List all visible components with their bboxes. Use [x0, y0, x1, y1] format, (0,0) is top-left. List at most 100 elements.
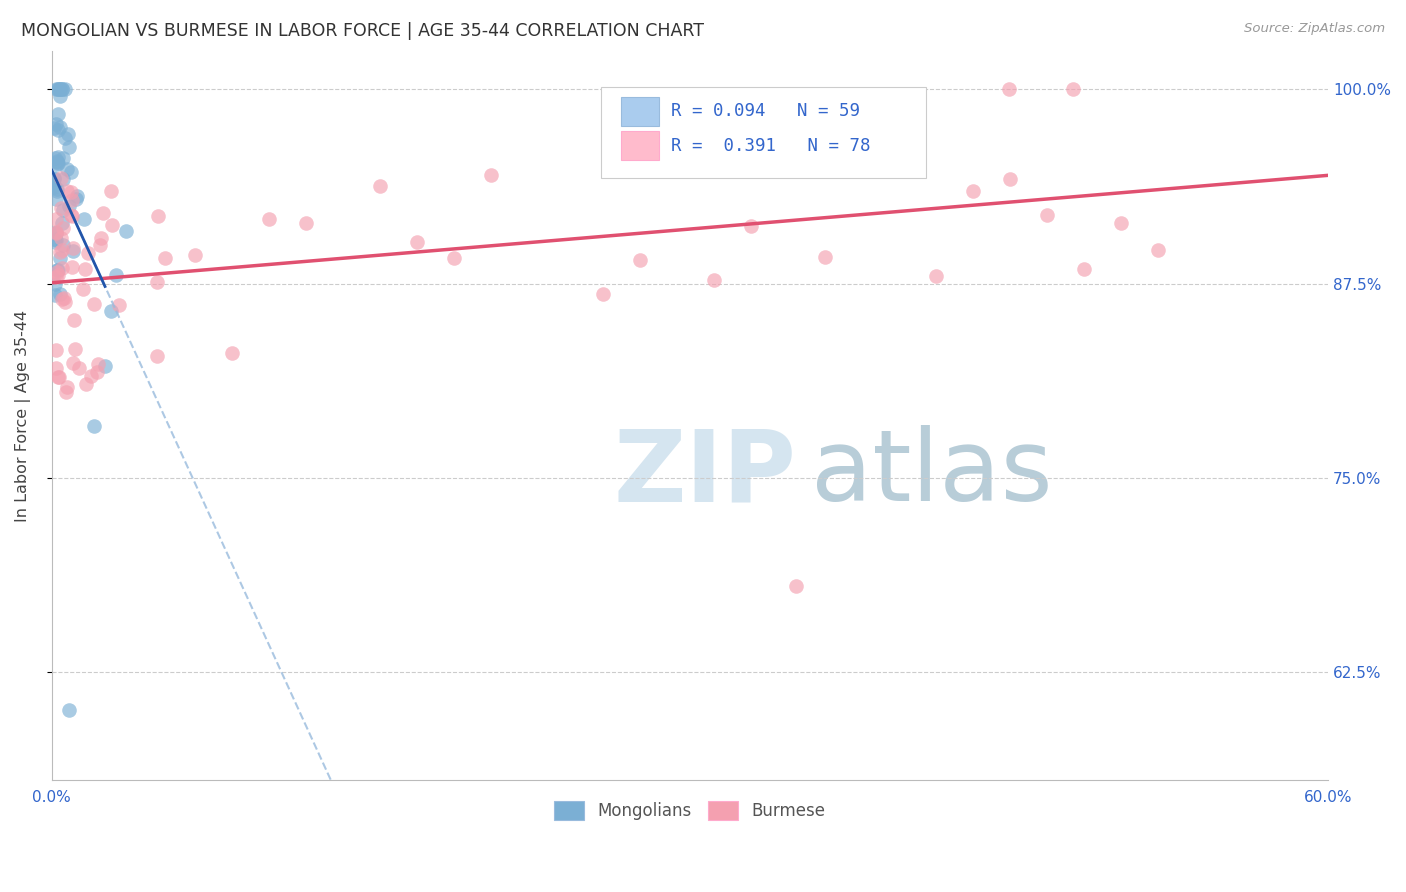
Point [59, 165, 82, 179]
Point [46, 82, 69, 96]
Point [46, 106, 69, 120]
Point [56, 380, 79, 394]
Text: R = 0.094   N = 59: R = 0.094 N = 59 [671, 103, 860, 120]
Point [628, 252, 651, 267]
Point [51, 260, 73, 275]
Point [58, 140, 80, 154]
Point [48, 369, 70, 384]
Point [115, 224, 138, 238]
Point [45, 225, 67, 239]
Point [56, 127, 79, 141]
Point [665, 135, 688, 149]
Text: Source: ZipAtlas.com: Source: ZipAtlas.com [1244, 22, 1385, 36]
Point [44, 277, 66, 292]
Point [184, 247, 207, 261]
Point [45, 226, 67, 240]
Point [87, 357, 110, 371]
Point [925, 269, 948, 284]
Point [259, 211, 281, 226]
Point [51, 216, 73, 230]
Point [145, 275, 167, 289]
Point [740, 219, 762, 234]
Point [63, 312, 86, 326]
Point [75, 262, 97, 277]
Point [55, 162, 77, 177]
Point [56, 184, 79, 198]
Y-axis label: In Labor Force | Age 35-44: In Labor Force | Age 35-44 [15, 310, 31, 522]
Point [406, 235, 429, 249]
Point [45, 154, 67, 169]
Point [49, 231, 72, 245]
Point [62, 356, 84, 370]
Point [785, 579, 807, 593]
Point [962, 184, 984, 198]
Point [46, 156, 69, 170]
Point [89, 238, 111, 252]
Point [79, 369, 101, 384]
Point [59, 208, 82, 222]
Point [45, 82, 67, 96]
Point [42, 121, 65, 136]
Point [46, 82, 69, 96]
Point [1109, 216, 1132, 230]
Point [100, 304, 122, 318]
Point [45, 226, 67, 240]
Point [146, 349, 169, 363]
Point [58, 703, 80, 717]
Point [221, 345, 243, 359]
Point [776, 91, 799, 105]
Point [53, 294, 76, 309]
Point [44, 288, 66, 302]
Point [53, 82, 76, 96]
Point [76, 246, 98, 260]
Point [851, 98, 873, 112]
Point [52, 202, 75, 217]
Point [60, 193, 83, 207]
Point [94, 359, 117, 373]
Point [46, 184, 69, 198]
Point [52, 220, 75, 235]
Legend: Mongolians, Burmese: Mongolians, Burmese [547, 794, 832, 827]
Text: MONGOLIAN VS BURMESE IN LABOR FORCE | AGE 35-44 CORRELATION CHART: MONGOLIAN VS BURMESE IN LABOR FORCE | AG… [21, 22, 704, 40]
Point [49, 120, 72, 135]
Point [45, 269, 67, 284]
Point [45, 265, 67, 279]
Point [148, 209, 170, 223]
Point [44, 235, 66, 249]
Point [52, 238, 75, 252]
Point [45, 182, 67, 196]
Point [62, 244, 84, 258]
Point [44, 151, 66, 165]
Point [49, 89, 72, 103]
Point [65, 192, 87, 206]
Point [45, 343, 67, 357]
Point [49, 201, 72, 215]
Point [155, 251, 177, 265]
Point [1036, 209, 1059, 223]
Point [62, 241, 84, 255]
Point [72, 282, 94, 296]
Point [49, 245, 72, 260]
Point [51, 82, 73, 96]
Point [42, 172, 65, 186]
Point [1062, 82, 1084, 96]
Point [45, 157, 67, 171]
Point [108, 298, 131, 312]
Point [52, 171, 75, 186]
Point [45, 155, 67, 169]
Point [60, 260, 83, 274]
Point [46, 268, 69, 282]
Point [83, 418, 105, 433]
Point [45, 262, 67, 277]
Point [69, 361, 91, 376]
Point [46, 262, 69, 277]
Point [58, 199, 80, 213]
Point [1073, 262, 1095, 277]
Point [44, 232, 66, 246]
Point [100, 184, 122, 198]
Point [45, 234, 67, 248]
Point [42, 171, 65, 186]
Point [101, 218, 124, 232]
Point [42, 178, 65, 192]
Point [83, 297, 105, 311]
